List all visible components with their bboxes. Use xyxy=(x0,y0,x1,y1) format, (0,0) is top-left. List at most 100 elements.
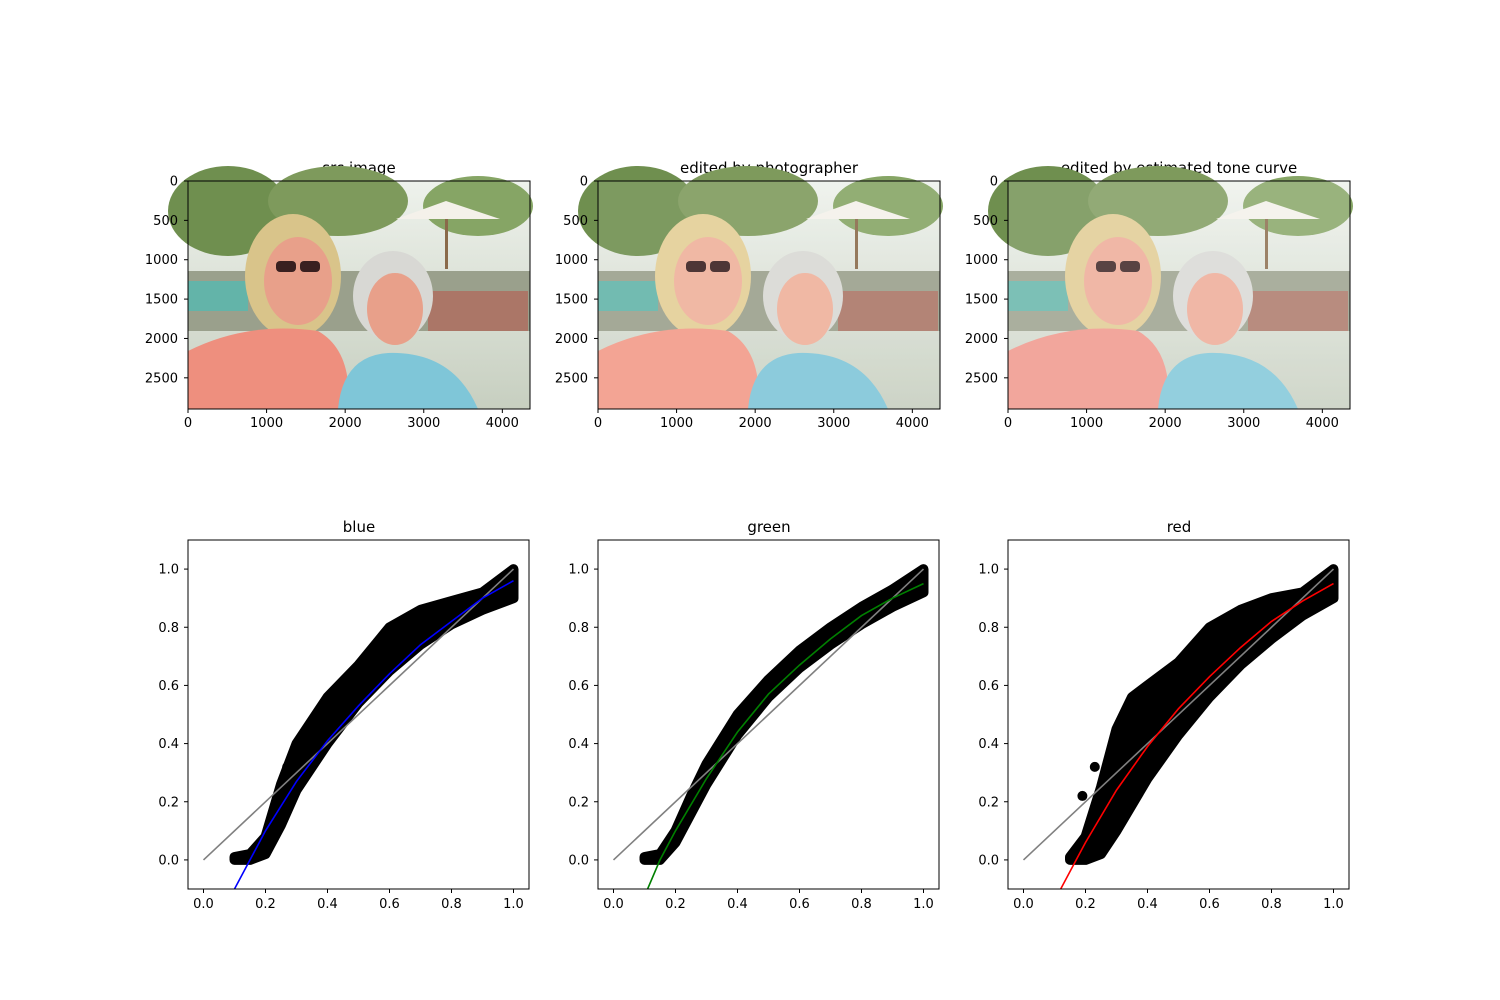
photo xyxy=(578,166,943,410)
y-tick-label: 500 xyxy=(973,214,998,229)
x-tick-label: 0.8 xyxy=(441,897,462,912)
left-face xyxy=(1084,237,1152,325)
image-panel-edited: edited by photographer 01000200030004000… xyxy=(555,159,943,431)
sunglasses-right-lens xyxy=(1120,261,1140,272)
y-tick-label: 2500 xyxy=(555,371,588,386)
chart-red: red 0.0 0.2 0.4 0.6 0.8 1.0 0.0 0.2 0.4 0.6 0.8 1.0 xyxy=(978,518,1350,912)
x-tick-label: 0.2 xyxy=(255,897,276,912)
sunglasses-right-lens xyxy=(710,261,730,272)
scatter-points xyxy=(229,564,519,865)
x-tick-label: 0.0 xyxy=(1013,897,1034,912)
x-tick-label: 2000 xyxy=(329,416,362,431)
y-axis: 0 500 1000 1500 2000 2500 xyxy=(555,175,598,386)
y-tick-label: 2500 xyxy=(145,371,178,386)
x-tick-label: 0.8 xyxy=(851,897,872,912)
y-tick-label: 1.0 xyxy=(158,563,179,578)
y-tick-label: 0.0 xyxy=(568,853,589,868)
y-tick-label: 0 xyxy=(990,175,998,190)
identity-line xyxy=(202,568,515,861)
right-face xyxy=(777,273,833,345)
chart-green: green 0.0 0.2 0.4 0.6 0.8 1.0 0.0 0.2 0.4 0.6 0.8 1… xyxy=(568,518,940,912)
y-tick-label: 0.2 xyxy=(568,795,589,810)
y-tick-label: 1.0 xyxy=(978,563,999,578)
axes-frame xyxy=(187,539,530,890)
y-tick-label: 1500 xyxy=(555,293,588,308)
left-face xyxy=(264,237,332,325)
x-axis: 0 1000 2000 3000 4000 xyxy=(594,409,929,431)
x-tick-label: 0.4 xyxy=(1137,897,1158,912)
fit-curve xyxy=(233,580,514,889)
sunglasses-left-lens xyxy=(276,261,296,272)
tree-left xyxy=(988,166,1108,256)
x-tick-label: 1.0 xyxy=(913,897,934,912)
umbrella-pole xyxy=(445,219,448,269)
x-axis: 0 1000 2000 3000 4000 xyxy=(1004,409,1339,431)
tree-left xyxy=(168,166,288,256)
sunglasses-left-lens xyxy=(686,261,706,272)
photo-frame xyxy=(597,180,941,410)
chart-title: blue xyxy=(343,518,375,536)
background-people xyxy=(1248,291,1348,331)
left-shirt xyxy=(1008,328,1169,409)
fit-curve xyxy=(646,582,924,889)
umbrella xyxy=(1216,201,1320,219)
y-axis: 0 500 1000 1500 2000 2500 xyxy=(145,175,188,386)
y-tick-label: 1.0 xyxy=(568,563,589,578)
scatter-point xyxy=(282,761,293,772)
tree-left xyxy=(578,166,698,256)
y-axis: 0 500 1000 1500 2000 2500 xyxy=(965,175,1008,386)
y-tick-label: 0.8 xyxy=(568,621,589,636)
umbrella-pole xyxy=(1265,219,1268,269)
right-shirt xyxy=(338,352,478,409)
fit-curve xyxy=(1059,582,1334,889)
identity-line xyxy=(612,568,925,861)
y-tick-label: 0.0 xyxy=(158,853,179,868)
chart-title: green xyxy=(747,518,790,536)
y-tick-label: 1500 xyxy=(965,293,998,308)
tree-right xyxy=(423,176,533,236)
y-tick-label: 0.8 xyxy=(978,621,999,636)
right-shirt xyxy=(1158,352,1298,409)
x-tick-label: 0.4 xyxy=(727,897,748,912)
background-people xyxy=(428,291,528,331)
left-face xyxy=(674,237,742,325)
x-tick-label: 3000 xyxy=(817,416,850,431)
x-tick-label: 3000 xyxy=(407,416,440,431)
plot-area xyxy=(202,564,519,889)
x-tick-label: 1.0 xyxy=(1323,897,1344,912)
y-tick-label: 0.2 xyxy=(158,795,179,810)
background-table xyxy=(598,281,658,311)
y-tick-label: 2000 xyxy=(145,332,178,347)
y-tick-label: 2000 xyxy=(555,332,588,347)
y-tick-label: 1000 xyxy=(965,253,998,268)
x-tick-label: 3000 xyxy=(1227,416,1260,431)
y-tick-label: 0 xyxy=(580,175,588,190)
x-tick-label: 0.0 xyxy=(603,897,624,912)
y-tick-label: 0 xyxy=(170,175,178,190)
x-tick-label: 0.8 xyxy=(1261,897,1282,912)
x-tick-label: 4000 xyxy=(1306,416,1339,431)
x-tick-label: 4000 xyxy=(896,416,929,431)
sunglasses-right-lens xyxy=(300,261,320,272)
x-tick-label: 0.2 xyxy=(665,897,686,912)
x-tick-label: 0 xyxy=(594,416,602,431)
scatter-points xyxy=(1065,564,1339,865)
axes-frame xyxy=(597,539,940,890)
x-tick-label: 0 xyxy=(184,416,192,431)
photo xyxy=(168,166,533,410)
y-tick-label: 2500 xyxy=(965,371,998,386)
tree-right xyxy=(1243,176,1353,236)
x-tick-label: 0.6 xyxy=(789,897,810,912)
y-tick-label: 0.0 xyxy=(978,853,999,868)
y-tick-label: 1000 xyxy=(145,253,178,268)
y-tick-label: 1500 xyxy=(145,293,178,308)
y-tick-label: 0.6 xyxy=(158,679,179,694)
x-tick-label: 1000 xyxy=(250,416,283,431)
edit-overlay xyxy=(1008,181,1350,409)
chart-blue: blue 0.0 0.2 0.4 0.6 0.8 1.0 0.0 0.2 0.4 0.6 0.8 1.… xyxy=(158,518,530,912)
y-tick-label: 500 xyxy=(563,214,588,229)
scatter-points xyxy=(639,564,929,865)
left-shirt xyxy=(598,328,759,409)
x-tick-label: 0.6 xyxy=(379,897,400,912)
